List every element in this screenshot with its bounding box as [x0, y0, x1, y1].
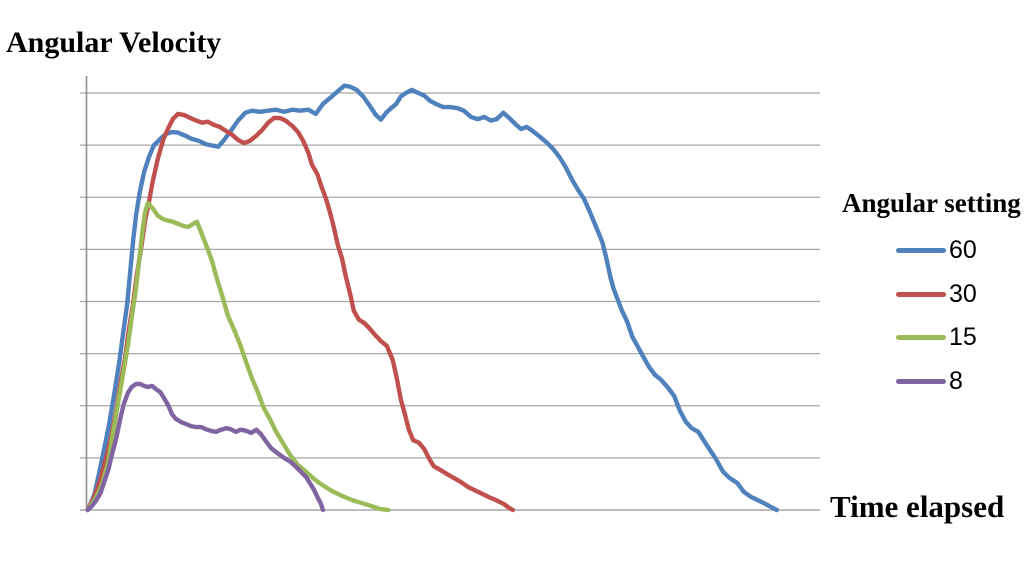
legend-label-30: 30	[949, 279, 977, 308]
series-line-8	[85, 381, 326, 513]
series-line-60	[85, 83, 779, 513]
legend-swatch-8	[896, 378, 946, 384]
legend-item-30: 30	[896, 273, 1029, 317]
chart-title: Angular Velocity	[6, 26, 222, 59]
series-line-15	[85, 200, 391, 513]
legend-swatch-30	[896, 291, 946, 297]
legend-swatch-15	[896, 335, 946, 341]
legend-item-8: 8	[896, 360, 1029, 404]
series-line-30	[85, 111, 516, 513]
legend-label-60: 60	[949, 236, 977, 265]
legend: Angular setting 60 30 15 8	[842, 188, 1029, 403]
legend-title: Angular setting	[842, 188, 1021, 218]
legend-label-8: 8	[949, 366, 963, 395]
x-axis-label: Time elapsed	[830, 489, 1005, 524]
legend-label-15: 15	[949, 323, 977, 352]
legend-item-15: 15	[896, 316, 1029, 360]
legend-swatch-60	[896, 248, 946, 254]
legend-items: 60 30 15 8	[842, 229, 1029, 403]
legend-item-60: 60	[896, 229, 1029, 273]
